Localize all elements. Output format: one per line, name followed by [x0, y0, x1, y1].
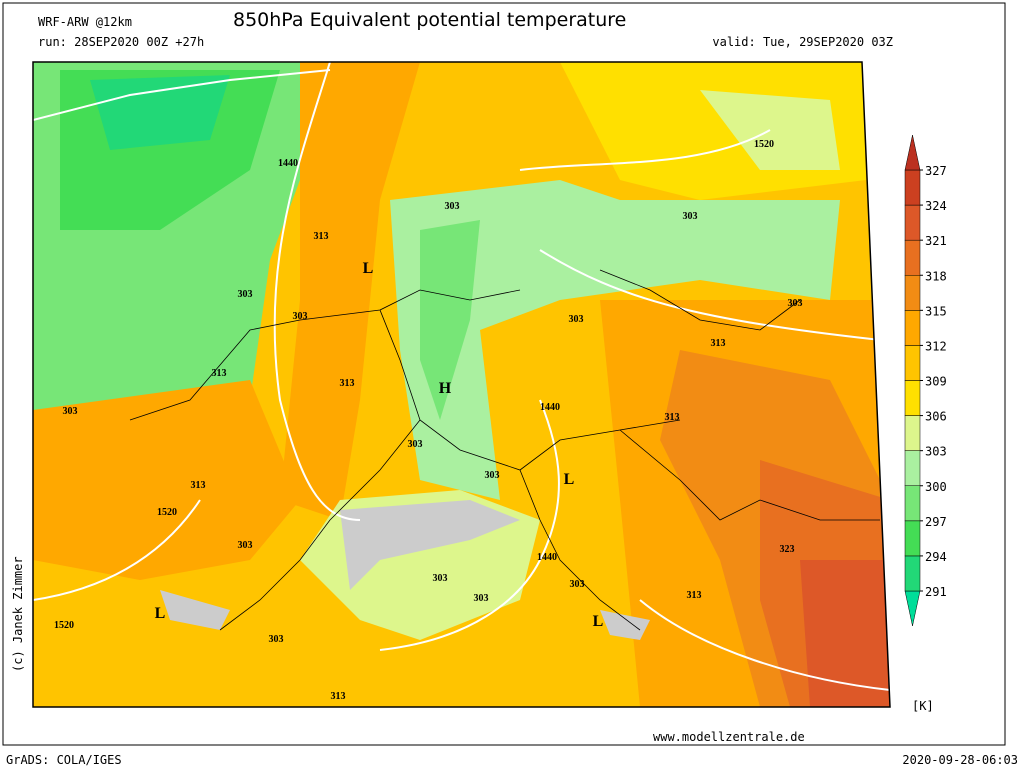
colorbar-segment — [904, 204, 921, 241]
source: GrADS: COLA/IGES — [6, 753, 122, 767]
colorbar-label: 291 — [925, 585, 947, 599]
colorbar-label: 297 — [925, 515, 947, 529]
colorbar-min — [904, 590, 921, 627]
colorbar-label: 324 — [925, 199, 947, 213]
contour-label: 313 — [212, 368, 227, 379]
contour-label: 1520 — [157, 507, 177, 518]
contour-label: 303 — [788, 298, 803, 309]
colorbar-segment — [904, 485, 921, 522]
pressure-center: H — [439, 380, 452, 397]
contour-label: 303 — [485, 470, 500, 481]
pressure-center: L — [564, 471, 575, 488]
colorbar-label: 294 — [925, 550, 947, 564]
model: WRF-ARW @12km — [38, 15, 132, 29]
colorbar-segment — [904, 555, 921, 592]
colorbar-label: 306 — [925, 410, 947, 424]
contour-label: 303 — [445, 201, 460, 212]
contour-label: 303 — [238, 289, 253, 300]
colorbar-segment — [904, 275, 921, 311]
colorbar-segment — [904, 415, 921, 451]
colorbar-label: 321 — [925, 234, 947, 248]
colorbar-label: 300 — [925, 480, 947, 494]
contour-label: 313 — [331, 691, 346, 702]
contour-label: 303 — [63, 406, 78, 417]
contour-label: 303 — [433, 573, 448, 584]
pressure-center: L — [155, 605, 166, 622]
contour-label: 303 — [238, 540, 253, 551]
contour-label: 1440 — [540, 402, 560, 413]
copyright: (c) Janek Zimmer — [11, 556, 25, 672]
frame — [2, 2, 1006, 746]
colorbar-label: 315 — [925, 304, 947, 318]
colorbar-max — [904, 134, 921, 171]
colorbar-label: 312 — [925, 339, 947, 353]
colorbar-segment — [904, 345, 921, 381]
contour-label: 303 — [474, 593, 489, 604]
contour-label: 303 — [293, 311, 308, 322]
contour-label: 303 — [269, 634, 284, 645]
colorbar-segment — [904, 450, 921, 486]
contour-label: 1440 — [537, 552, 557, 563]
contour-label: 323 — [780, 544, 795, 555]
contour-label: 1520 — [54, 620, 74, 631]
run: run: 28SEP2020 00Z +27h — [38, 35, 204, 49]
contour-label: 1520 — [754, 139, 774, 150]
timestamp: 2020-09-28-06:03 — [902, 753, 1018, 767]
map: (c) Janek Zimmer — [11, 61, 891, 708]
contour-label: 313 — [687, 590, 702, 601]
contour-label: 303 — [683, 211, 698, 222]
contour-label: 313 — [314, 231, 329, 242]
contour-label: 313 — [665, 412, 680, 423]
valid: valid: Tue, 29SEP2020 03Z — [712, 35, 893, 49]
site: www.modellzentrale.de — [653, 730, 805, 744]
colorbar-label: 309 — [925, 375, 947, 389]
pressure-center: L — [363, 260, 374, 277]
colorbar: 291 294 297 300 303 306 309 312 315 318 321 324 327 — [904, 134, 947, 627]
colorbar-segment — [904, 169, 921, 206]
colorbar-segment — [904, 239, 921, 276]
contour-label: 303 — [408, 439, 423, 450]
colorbar-segment — [904, 310, 921, 346]
contour-label: 1440 — [278, 158, 298, 169]
colorbar-label: 327 — [925, 164, 947, 178]
title: 850hPa Equivalent potential temperature — [233, 9, 626, 31]
pressure-center: L — [593, 613, 604, 630]
contour-label: 303 — [569, 314, 584, 325]
colorbar-label: 318 — [925, 269, 947, 283]
colorbar-segment — [904, 520, 921, 557]
contour-label: 313 — [340, 378, 355, 389]
colorbar-segment — [904, 380, 921, 416]
contour-label: 313 — [711, 338, 726, 349]
colorbar-unit: [K] — [912, 699, 934, 713]
contour-label: 303 — [570, 579, 585, 590]
contour-label: 313 — [191, 480, 206, 491]
colorbar-label: 303 — [925, 445, 947, 459]
